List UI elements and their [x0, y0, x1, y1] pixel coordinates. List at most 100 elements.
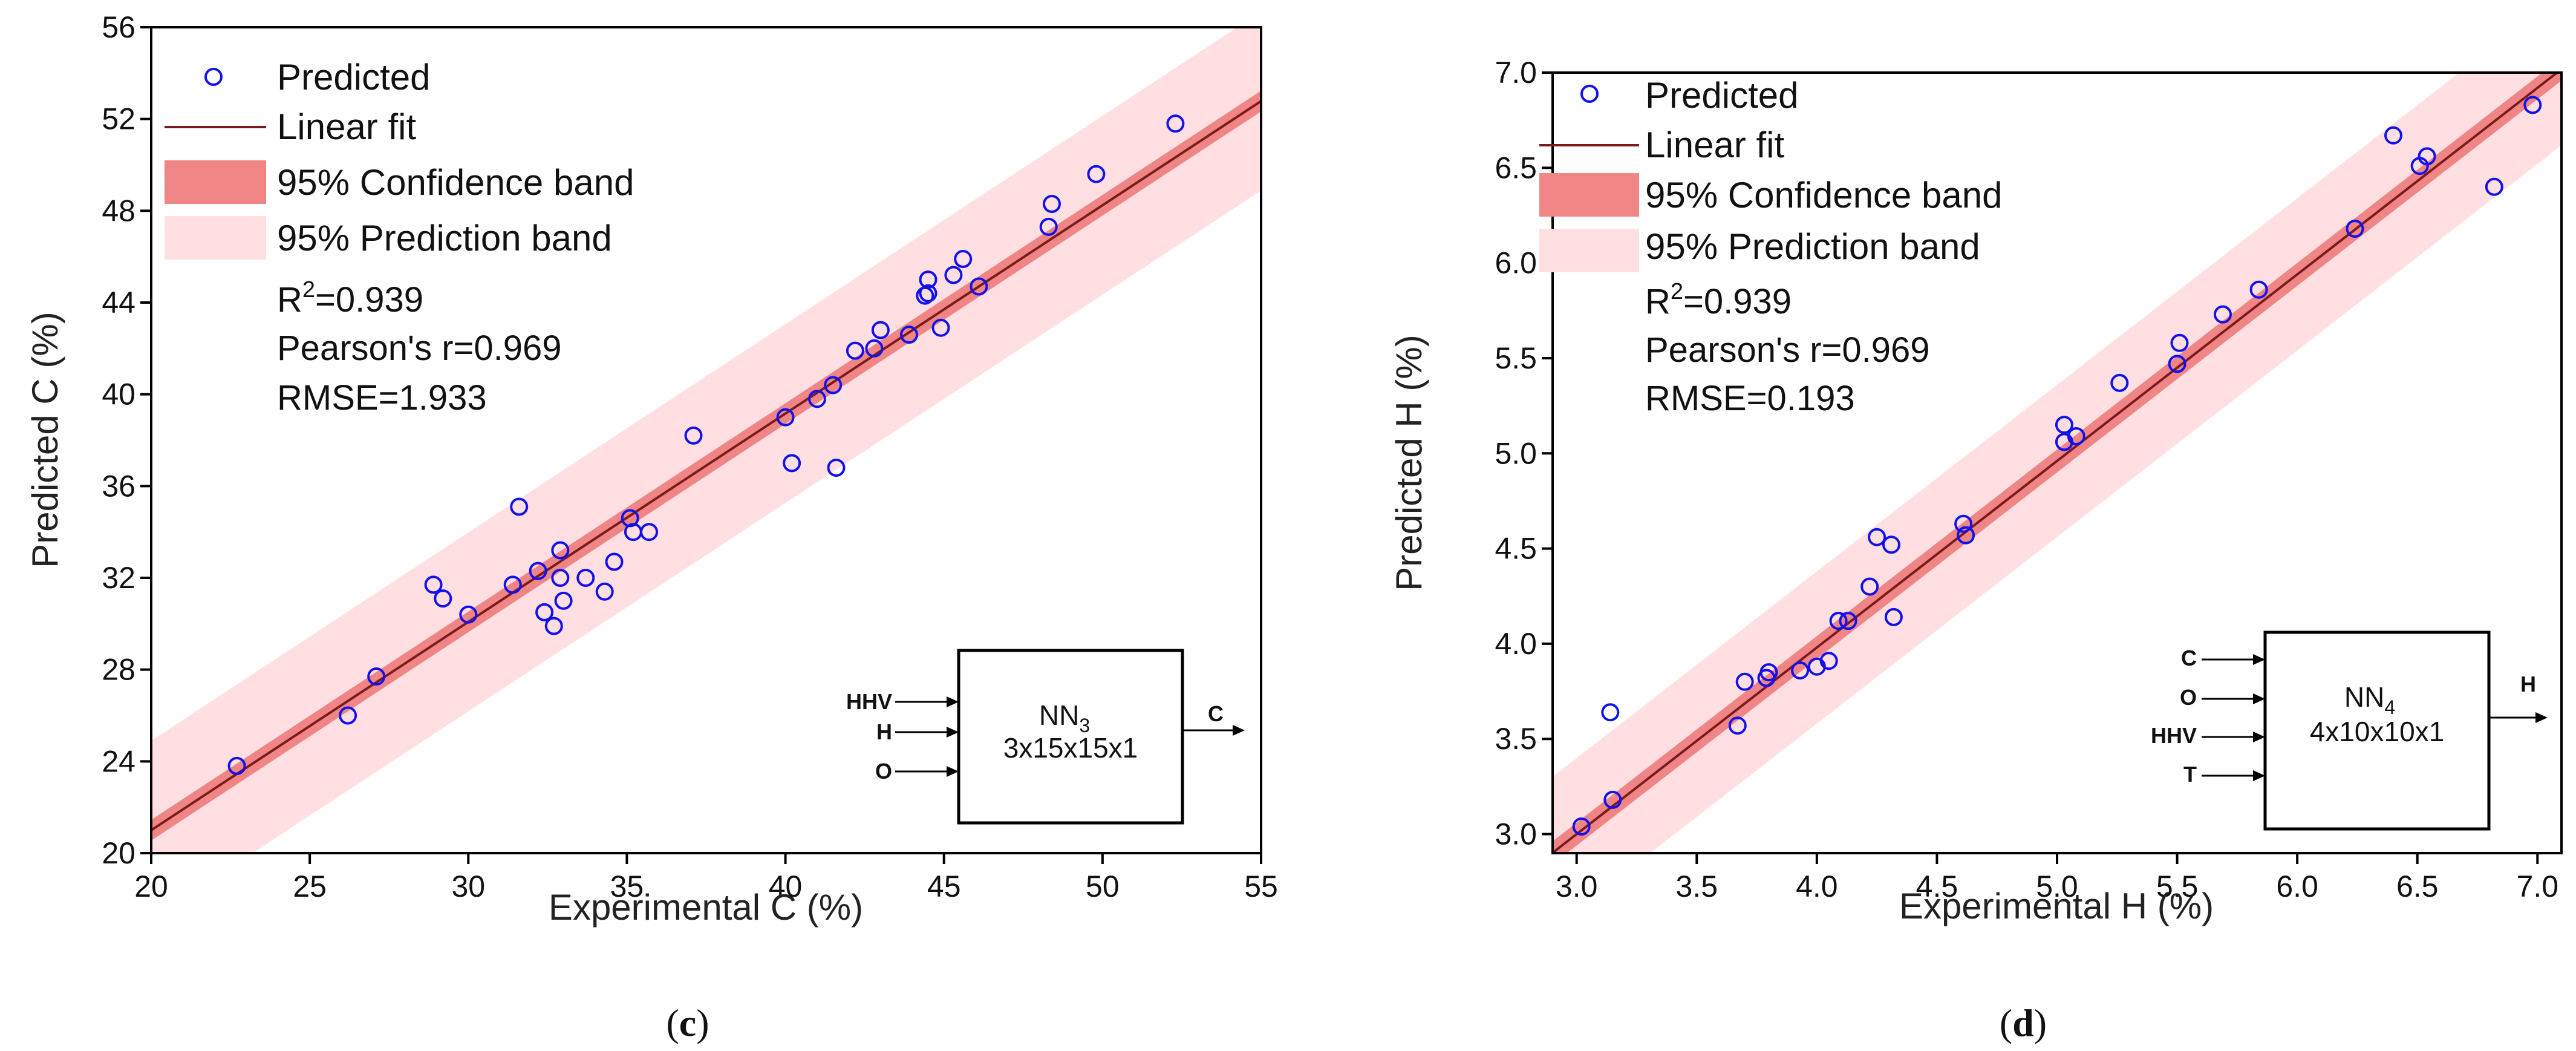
data-point-d-29: [2418, 147, 2436, 166]
data-point-d-23: [2170, 333, 2189, 352]
y-tick-label-c-1: 24: [102, 744, 135, 778]
x-tick-label-d-7: 6.5: [2396, 869, 2439, 903]
r-squared-d: R2=0.939: [1645, 279, 1792, 321]
data-point-d-31: [2523, 96, 2542, 114]
x-tick-label-c-7: 55: [1244, 869, 1278, 903]
x-axis-ticks-d: 3.0 3.5 4.0 4.5 5.0 5.5 6.0 6.5 7.0: [1556, 853, 2558, 903]
x-tick-label-d-5: 5.5: [2156, 869, 2199, 903]
data-point-c-33: [931, 318, 950, 337]
legend-swatch-confidence-c: [165, 160, 266, 204]
legend-c: Predicted Linear fit 95% Confidence band…: [165, 57, 634, 260]
y-tick-label-d-2: 4.0: [1495, 627, 1537, 661]
r-squared-c: R2=0.939: [277, 277, 423, 319]
data-point-c-25: [827, 459, 846, 477]
data-point-d-12: [1860, 577, 1879, 596]
x-axis-label-d: Experimental H (%): [1899, 886, 2214, 926]
legend-d: Predicted Linear fit 95% Confidence band…: [1539, 75, 2002, 272]
y-tick-label-c-6: 44: [102, 286, 135, 319]
data-point-c-21: [776, 408, 795, 427]
y-axis-ticks-c: 20 24 28 32 36 40 44 48 52 56: [102, 10, 151, 870]
nn-output-arrowhead-c: [1233, 725, 1245, 736]
data-point-c-27: [865, 339, 884, 358]
nn-input-arrowhead-d-3: [2253, 770, 2265, 781]
x-axis-ticks-c: 20 25 30 35 40 45 50 55: [134, 853, 1278, 903]
data-point-c-20: [684, 426, 703, 445]
data-point-c-35: [954, 250, 973, 268]
x-tick-label-c-6: 50: [1086, 869, 1120, 903]
data-point-d-15: [1884, 607, 1903, 626]
chart-d: 3.0 3.5 4.0 4.5 5.0 5.5 6.0 6.5 7.0 3.0 3.5 4.0 4.5…: [1389, 56, 2563, 1044]
nn-output-d: H: [2520, 672, 2536, 696]
data-point-c-28: [871, 321, 890, 339]
scatter-points-d: [1572, 96, 2542, 836]
legend-swatch-prediction-c: [165, 216, 266, 260]
panel-label-d: (d): [2000, 1001, 2047, 1044]
data-point-c-22: [783, 454, 801, 473]
legend-marker-predicted-d: [1580, 85, 1599, 103]
nn-input-c-0: HHV: [846, 689, 892, 714]
data-point-d-17: [1957, 526, 1975, 545]
stats-d: R2=0.939 Pearson's r=0.969 RMSE=0.193: [1645, 279, 1930, 418]
data-point-c-19: [640, 523, 659, 542]
nn-name-c: NN3: [1039, 699, 1090, 736]
legend-predicted-c: Predicted: [277, 57, 430, 97]
nn-diagram-c: HHV H O NN3 3x15x15x1 C: [846, 649, 1245, 825]
x-tick-label-c-5: 45: [927, 869, 961, 903]
data-point-c-5: [459, 605, 478, 624]
data-point-c-16: [605, 552, 624, 571]
x-tick-label-c-3: 35: [610, 869, 644, 903]
data-point-d-25: [2249, 280, 2268, 299]
data-point-c-29: [900, 326, 918, 344]
nn-output-c: C: [1208, 701, 1224, 726]
nn-name-d: NN4: [2344, 681, 2395, 718]
data-point-c-2: [367, 667, 386, 686]
data-point-c-14: [576, 569, 595, 587]
data-point-d-13: [1868, 528, 1886, 546]
data-point-d-1: [1601, 703, 1620, 722]
data-point-c-6: [503, 575, 522, 594]
nn-input-arrowhead-d-1: [2253, 693, 2265, 704]
data-point-d-6: [1759, 663, 1778, 682]
data-point-c-15: [595, 582, 614, 601]
nn-input-arrowhead-c-2: [947, 766, 959, 777]
data-point-c-10: [544, 617, 563, 635]
legend-predicted-d: Predicted: [1645, 75, 1798, 116]
data-point-c-4: [434, 589, 452, 608]
x-tick-label-d-0: 3.0: [1556, 869, 1598, 903]
legend-confidence-c: 95% Confidence band: [277, 162, 634, 203]
data-point-d-10: [1829, 612, 1848, 630]
data-point-d-2: [1603, 790, 1622, 809]
y-axis-label-c: Predicted C (%): [25, 312, 65, 568]
data-point-d-27: [2384, 126, 2402, 145]
data-point-c-23: [808, 390, 826, 408]
data-point-d-3: [1728, 716, 1747, 735]
data-point-d-18: [2055, 416, 2073, 434]
y-tick-label-d-3: 4.5: [1495, 532, 1537, 566]
x-tick-label-c-1: 25: [293, 869, 327, 903]
plot-frame-c: [150, 26, 1262, 854]
data-point-d-11: [1839, 612, 1857, 630]
data-point-d-30: [2485, 177, 2503, 196]
y-tick-label-d-5: 5.5: [1495, 341, 1537, 375]
data-point-c-26: [846, 341, 864, 360]
x-tick-label-c-2: 30: [451, 869, 485, 903]
legend-confidence-d: 95% Confidence band: [1645, 175, 2002, 215]
data-point-c-24: [824, 376, 843, 395]
data-point-d-22: [2168, 355, 2186, 373]
nn-box-d: [2263, 630, 2491, 831]
nn-architecture-d: 4x10x10x1: [2310, 716, 2445, 747]
x-axis-label-c: Experimental C (%): [549, 887, 863, 928]
chart-c: 20 25 30 35 40 45 50 55 20 24 28 32 36 40 44 48 52 56 Ex…: [25, 10, 1278, 1044]
data-point-c-38: [1043, 195, 1061, 213]
y-tick-label-c-8: 52: [102, 102, 135, 136]
data-point-c-11: [551, 569, 570, 587]
nn-diagram-d: C O HHV T NN4 4x10x10x1 H: [2151, 630, 2548, 831]
data-point-c-40: [1166, 114, 1185, 133]
y-tick-label-d-4: 5.0: [1495, 436, 1537, 470]
y-tick-label-d-0: 3.0: [1495, 817, 1537, 851]
x-tick-label-c-4: 40: [769, 869, 803, 903]
y-axis-label-d: Predicted H (%): [1389, 335, 1429, 591]
data-point-c-9: [535, 603, 554, 621]
y-tick-label-c-9: 56: [102, 10, 135, 44]
